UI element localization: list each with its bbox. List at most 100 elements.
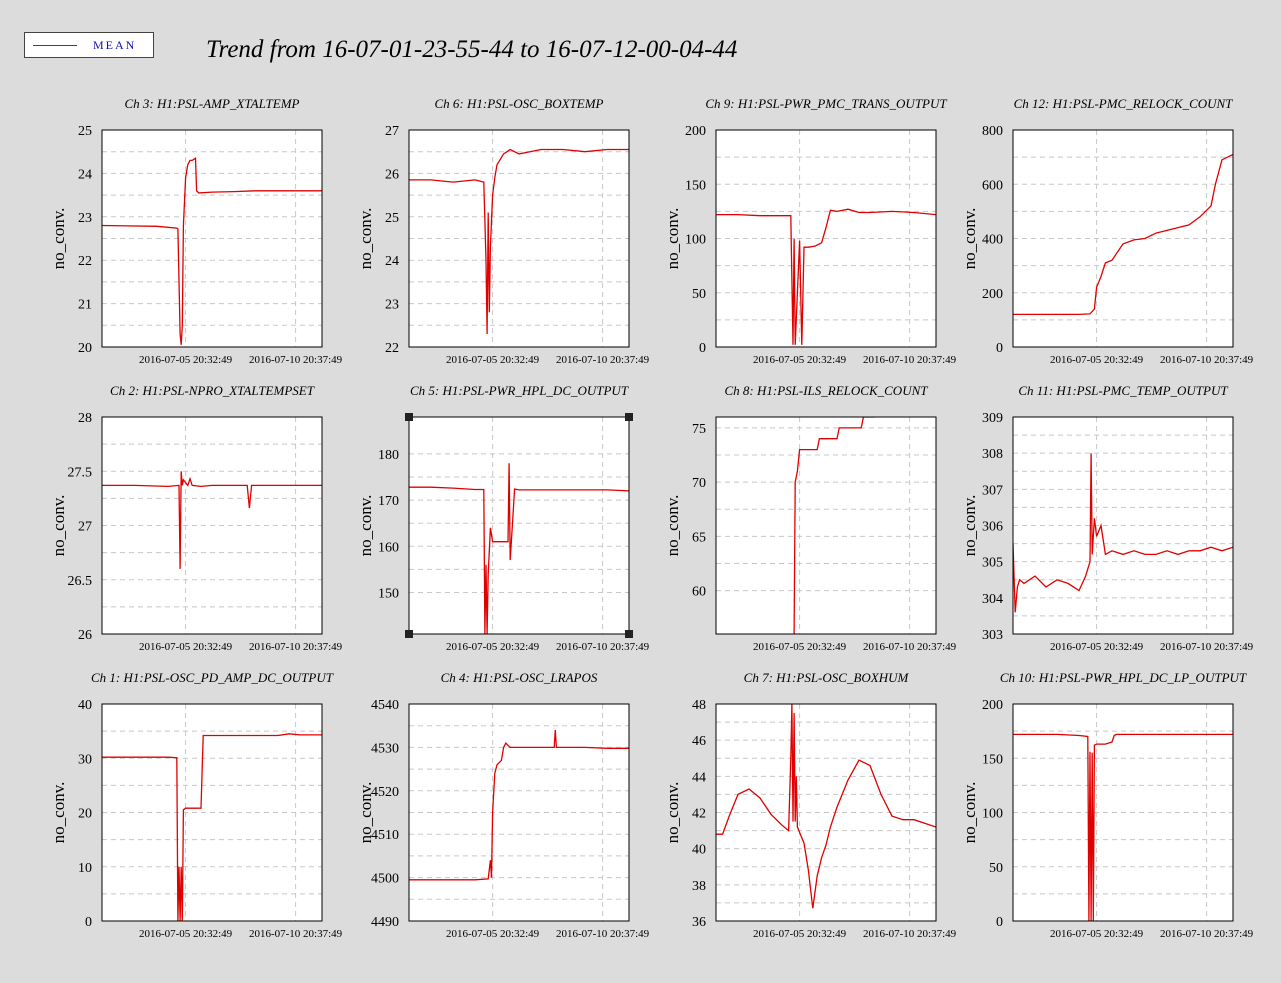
selection-handle[interactable]: [625, 630, 633, 638]
y-tick-label: 0: [699, 341, 706, 356]
x-tick-label: 2016-07-10 20:37:49: [863, 354, 957, 366]
y-axis-label: no_conv.: [663, 782, 682, 844]
selection-handle[interactable]: [625, 413, 633, 421]
y-tick-label: 22: [78, 254, 92, 269]
x-tick-label: 2016-07-05 20:32:49: [1050, 354, 1144, 366]
y-tick-label: 22: [385, 341, 399, 356]
y-tick-label: 4500: [371, 872, 399, 887]
y-tick-label: 0: [996, 915, 1003, 930]
y-tick-label: 0: [996, 341, 1003, 356]
y-tick-label: 24: [78, 167, 92, 182]
x-tick-label: 2016-07-05 20:32:49: [139, 928, 233, 940]
y-tick-label: 0: [85, 915, 92, 930]
series-line: [409, 729, 629, 881]
y-tick-label: 60: [692, 585, 706, 600]
chart-panel: Ch 4: H1:PSL-OSC_LRAPOS 4490 4500 4510 4520 4…: [356, 670, 650, 940]
y-tick-label: 75: [692, 422, 706, 437]
x-tick-label: 2016-07-10 20:37:49: [863, 928, 957, 940]
plot-border: [408, 416, 630, 635]
chart-panel: Ch 7: H1:PSL-OSC_BOXHUM 36 38 40 42 44 46 48 201…: [663, 670, 957, 940]
y-tick-label: 27: [78, 520, 92, 535]
plot-border: [101, 129, 323, 348]
plot-border: [715, 129, 937, 348]
y-tick-label: 27.5: [68, 465, 93, 480]
y-tick-label: 50: [692, 287, 706, 302]
y-tick-label: 150: [685, 178, 706, 193]
x-tick-label: 2016-07-10 20:37:49: [249, 928, 343, 940]
chart-panel: Ch 12: H1:PSL-PMC_RELOCK_COUNT 0 200 400 600…: [960, 96, 1254, 366]
chart-panel: Ch 8: H1:PSL-ILS_RELOCK_COUNT 60 65 70 75 201…: [663, 383, 957, 653]
x-tick-label: 2016-07-05 20:32:49: [446, 354, 540, 366]
chart-title: Ch 9: H1:PSL-PWR_PMC_TRANS_OUTPUT: [705, 96, 947, 111]
y-tick-label: 48: [692, 698, 706, 713]
plot-border: [1012, 703, 1234, 922]
y-tick-label: 4520: [371, 785, 399, 800]
y-tick-label: 70: [692, 476, 706, 491]
plot-border: [101, 416, 323, 635]
y-tick-label: 200: [982, 287, 1003, 302]
x-tick-label: 2016-07-10 20:37:49: [556, 928, 650, 940]
y-tick-label: 44: [692, 770, 706, 785]
chart-title: Ch 10: H1:PSL-PWR_HPL_DC_LP_OUTPUT: [1000, 670, 1247, 685]
series-line: [102, 733, 322, 921]
y-tick-label: 24: [385, 254, 399, 269]
y-axis-label: no_conv.: [49, 495, 68, 557]
y-tick-label: 23: [78, 211, 92, 226]
x-tick-label: 2016-07-05 20:32:49: [446, 928, 540, 940]
y-tick-label: 65: [692, 530, 706, 545]
x-tick-label: 2016-07-10 20:37:49: [556, 641, 650, 653]
chart-title: Ch 4: H1:PSL-OSC_LRAPOS: [441, 670, 598, 685]
y-axis-label: no_conv.: [49, 208, 68, 270]
series-line: [716, 704, 936, 909]
y-tick-label: 307: [982, 483, 1003, 498]
y-tick-label: 23: [385, 298, 399, 313]
chart-panel: Ch 10: H1:PSL-PWR_HPL_DC_LP_OUTPUT 0 50 100…: [960, 670, 1254, 940]
selection-handle[interactable]: [405, 413, 413, 421]
chart-panel: Ch 9: H1:PSL-PWR_PMC_TRANS_OUTPUT 0 50 100 1…: [663, 96, 957, 366]
y-tick-label: 28: [78, 411, 92, 426]
x-tick-label: 2016-07-05 20:32:49: [1050, 641, 1144, 653]
chart-panel: Ch 3: H1:PSL-AMP_XTALTEMP 20 21 22 23 24 25 201…: [49, 96, 343, 366]
series-line: [102, 157, 322, 345]
x-tick-label: 2016-07-10 20:37:49: [249, 641, 343, 653]
y-axis-label: no_conv.: [356, 208, 375, 270]
y-tick-label: 46: [692, 734, 706, 749]
selection-handle[interactable]: [405, 630, 413, 638]
y-tick-label: 309: [982, 411, 1003, 426]
chart-title: Ch 2: H1:PSL-NPRO_XTALTEMPSET: [110, 383, 315, 398]
x-tick-label: 2016-07-05 20:32:49: [139, 641, 233, 653]
y-tick-label: 304: [982, 592, 1003, 607]
y-tick-label: 150: [378, 586, 399, 601]
y-tick-label: 26.5: [68, 574, 93, 589]
y-tick-label: 4510: [371, 828, 399, 843]
chart-panel: Ch 5: H1:PSL-PWR_HPL_DC_OUTPUT 150 160 170 1…: [356, 383, 650, 653]
y-tick-label: 170: [378, 494, 399, 509]
plot-border: [715, 416, 937, 635]
legend-line-swatch: [33, 45, 77, 46]
chart-title: Ch 6: H1:PSL-OSC_BOXTEMP: [435, 96, 604, 111]
plot-area: [716, 417, 936, 634]
y-tick-label: 100: [685, 233, 706, 248]
x-tick-label: 2016-07-05 20:32:49: [753, 354, 847, 366]
y-tick-label: 800: [982, 124, 1003, 139]
y-axis-label: no_conv.: [356, 782, 375, 844]
y-tick-label: 100: [982, 807, 1003, 822]
x-tick-label: 2016-07-05 20:32:49: [753, 641, 847, 653]
chart-panel: Ch 2: H1:PSL-NPRO_XTALTEMPSET 26 26.5 27 27.…: [49, 383, 343, 653]
chart-title: Ch 3: H1:PSL-AMP_XTALTEMP: [125, 96, 300, 111]
y-tick-label: 308: [982, 447, 1003, 462]
series-line: [793, 417, 875, 634]
y-tick-label: 42: [692, 807, 706, 822]
y-tick-label: 180: [378, 448, 399, 463]
plot-border: [408, 703, 630, 922]
y-tick-label: 200: [982, 698, 1003, 713]
y-tick-label: 200: [685, 124, 706, 139]
chart-panel: Ch 1: H1:PSL-OSC_PD_AMP_DC_OUTPUT 0 10 20 30…: [49, 670, 343, 940]
chart-panel: Ch 6: H1:PSL-OSC_BOXTEMP 22 23 24 25 26 27 2016…: [356, 96, 650, 366]
y-tick-label: 26: [78, 628, 92, 643]
series-line: [1013, 453, 1233, 613]
legend-label: MEAN: [93, 38, 137, 52]
y-tick-label: 4490: [371, 915, 399, 930]
series-line: [102, 471, 322, 569]
